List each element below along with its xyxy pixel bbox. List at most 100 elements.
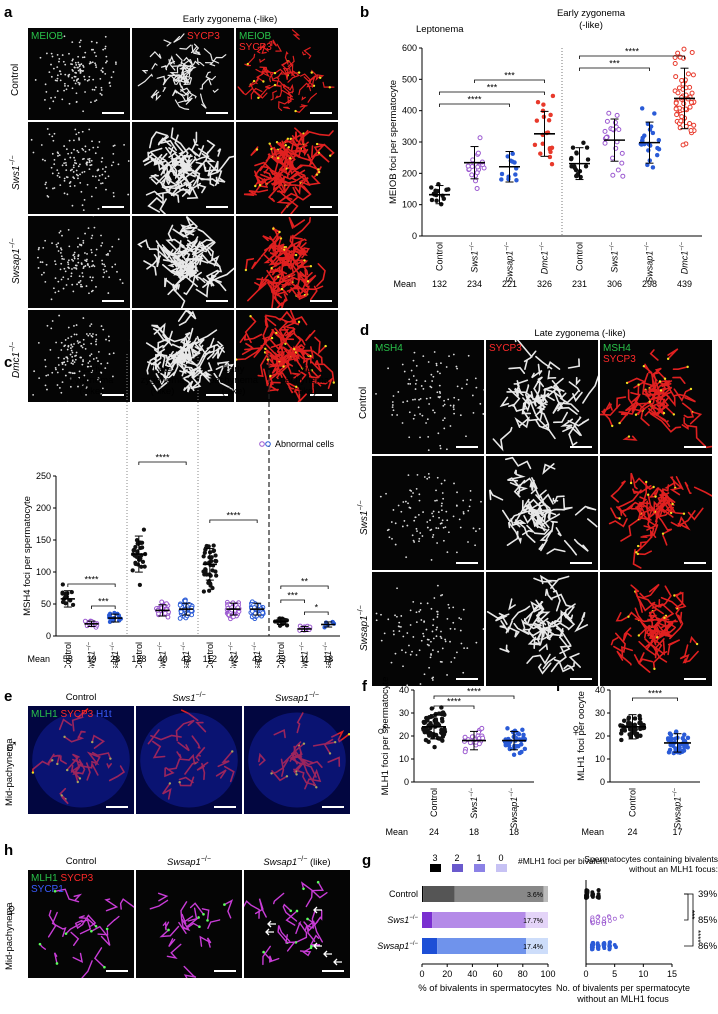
genotype-label: Swsap1−/− (275, 692, 319, 705)
data-point (521, 732, 526, 738)
panel-e-letter: e (4, 688, 13, 705)
chromosome-axis (514, 340, 533, 358)
chromosome-axis (499, 625, 507, 629)
chromosome-axis (553, 612, 565, 631)
focus-dot (392, 633, 395, 636)
chromosome-axis (172, 75, 177, 85)
chromosome-axis (155, 359, 178, 386)
focus-dot (63, 82, 66, 85)
chromosome-axis (662, 534, 668, 546)
focus-dot (117, 163, 120, 166)
focus-dot (63, 162, 66, 165)
focus-dot (654, 495, 657, 498)
chromosome-axis (181, 913, 194, 925)
channel-label-sycp3: SYCP3 (489, 343, 522, 354)
chromosome-axis (185, 255, 220, 267)
focus-dot (306, 917, 309, 921)
focus-dot (83, 198, 86, 201)
chromosome-axis (527, 635, 544, 646)
data-point (549, 161, 555, 167)
panel-e-micrograph (244, 706, 350, 814)
chromosome-axis (283, 169, 306, 180)
focus-dot (100, 244, 103, 247)
chromosome-axis (285, 380, 302, 394)
focus-dot (411, 650, 413, 653)
chromosome-axis (288, 250, 306, 262)
focus-dot (394, 614, 396, 617)
chromosome-axis (291, 132, 305, 154)
chromosome-axis (520, 618, 527, 629)
x-category-label: Control (628, 788, 638, 817)
channel-label-meiob: MEIOB (31, 31, 64, 42)
focus-dot (658, 380, 662, 383)
focus-dot (443, 417, 446, 420)
chromosome-axis (151, 62, 158, 70)
focus-dot (69, 385, 72, 388)
chromosome-axis (316, 263, 326, 287)
focus-dot (435, 364, 438, 367)
focus-dot (439, 447, 442, 450)
genotype-superscript: −/− (87, 642, 93, 651)
x-tick-label: 10 (638, 969, 648, 979)
focus-dot (409, 609, 412, 612)
significance-label: **** (467, 95, 482, 105)
focus-dot (78, 275, 81, 278)
data-point (568, 156, 574, 162)
focus-dot (430, 559, 433, 561)
chromosome-axis (210, 271, 227, 292)
focus-dot (40, 144, 43, 146)
mean-value: 132 (432, 279, 447, 289)
focus-dot (406, 632, 409, 634)
focus-dot (280, 287, 284, 291)
focus-dot (419, 436, 421, 439)
focus-dot (95, 66, 98, 69)
focus-dot (462, 499, 465, 502)
focus-dot (40, 273, 43, 276)
genotype-label: Swsap1−/− (358, 605, 371, 651)
panel-h-channel-labels: MLH1 SYCP3 SYCP1 (31, 873, 93, 895)
focus-dot (68, 139, 71, 142)
scale-bar (102, 394, 124, 396)
y-tick-label: 200 (402, 168, 417, 178)
chromosome-axis (165, 350, 186, 362)
focus-dot (295, 773, 298, 776)
genotype-superscript: −/− (505, 242, 511, 251)
channel-label-sycp3: SYCP3 (187, 31, 220, 42)
focus-dot (93, 226, 96, 229)
chromosome-axis (278, 98, 293, 111)
chromosome-axis (260, 87, 271, 96)
focus-dot (483, 389, 484, 391)
significance-bracket (579, 67, 650, 71)
chromosome-axis (149, 899, 169, 910)
x-tick-label: 60 (493, 969, 503, 979)
focus-dot (197, 916, 200, 919)
stacked-bar-segment (437, 938, 527, 954)
focus-dot (257, 96, 260, 100)
x-tick-label: 5 (612, 969, 617, 979)
focus-dot (34, 79, 37, 81)
data-point (429, 706, 435, 711)
focus-dot (73, 257, 76, 260)
stage-label: pachynema (280, 375, 330, 386)
data-point (177, 615, 183, 621)
data-point (672, 61, 678, 67)
data-point (596, 895, 600, 900)
focus-dot (663, 616, 666, 620)
focus-dot (100, 362, 103, 365)
panel-a-micrograph (28, 216, 130, 308)
significance-label: **** (84, 575, 99, 585)
focus-dot (100, 160, 103, 163)
micrograph-image (32, 314, 130, 402)
legend-key-label: 1 (476, 853, 481, 863)
focus-dot (431, 512, 434, 515)
focus-dot (88, 360, 91, 363)
focus-dot (107, 252, 109, 255)
focus-dot (41, 158, 44, 161)
focus-dot (446, 674, 448, 676)
chromosome-axis (278, 190, 299, 214)
significance-bracket (632, 697, 678, 701)
stage-label: (-like) (151, 386, 175, 397)
data-point (620, 173, 626, 179)
focus-dot (79, 68, 82, 71)
